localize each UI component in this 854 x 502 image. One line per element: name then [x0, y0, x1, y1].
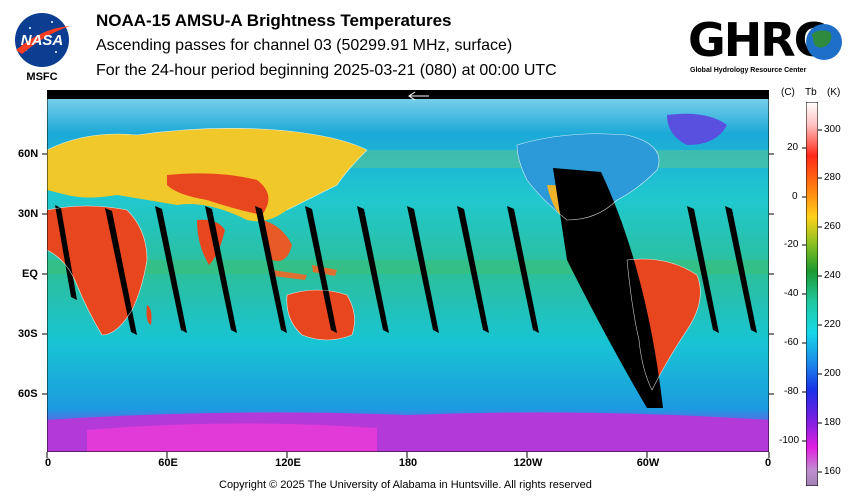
map-period: For the 24-hour period beginning 2025-03…	[96, 62, 557, 79]
svg-text:NASA: NASA	[21, 32, 64, 49]
brightness-temperature-map	[46, 89, 770, 457]
lat-ticks	[42, 90, 776, 465]
lon-label-0: 0	[44, 457, 52, 469]
map-title: NOAA-15 AMSU-A Brightness Temperatures	[96, 11, 452, 30]
colorbar-k-200: 200	[824, 368, 841, 379]
map-subtitle: Ascending passes for channel 03 (50299.9…	[96, 37, 513, 54]
lon-label-120e: 120E	[275, 457, 301, 469]
polar-gap	[47, 90, 769, 99]
colorbar-k-280: 280	[824, 172, 841, 183]
lon-label-0-east: 0	[764, 457, 772, 469]
lon-label-120w: 120W	[513, 457, 543, 469]
lon-label-180: 180	[398, 457, 418, 469]
colorbar-k-300: 300	[824, 124, 841, 135]
colorbar-k-160: 160	[824, 466, 841, 477]
colorbar-k-180: 180	[824, 417, 841, 428]
svg-text:Global Hydrology Resource Cent: Global Hydrology Resource Center	[690, 67, 807, 74]
colorbar-label-tb: Tb	[805, 87, 817, 98]
copyright-notice: Copyright © 2025 The University of Alaba…	[219, 479, 592, 491]
colorbar-c-0: 0	[792, 191, 798, 202]
colorbar-k-260: 260	[824, 221, 841, 232]
nasa-logo: NASA MSFC	[12, 10, 74, 83]
lon-label-60w: 60W	[636, 457, 660, 469]
lat-label-30n: 30N	[18, 208, 39, 220]
lat-label-30s: 30S	[18, 328, 38, 340]
colorbar-unit-k: (K)	[827, 87, 841, 98]
colorbar-c-minus60: -60	[784, 337, 799, 348]
large-data-gap	[553, 168, 663, 408]
ghrc-logo: GHRC Global Hydrology Resource Center	[684, 10, 850, 78]
colorbar-unit-c: (C)	[781, 87, 795, 98]
colorbar-k-240: 240	[824, 270, 841, 281]
swath-gaps	[55, 168, 757, 408]
colorbar-c-minus20: -20	[784, 239, 799, 250]
svg-text:GHRC: GHRC	[688, 13, 825, 67]
colorbar-ticks	[800, 102, 826, 491]
lat-label-60n: 60N	[18, 148, 39, 160]
lon-label-60e: 60E	[158, 457, 178, 469]
lat-label-eq: EQ	[22, 268, 38, 280]
colorbar-k-220: 220	[824, 319, 841, 330]
svg-text:MSFC: MSFC	[26, 71, 57, 82]
colorbar-c-minus100: -100	[779, 435, 800, 446]
colorbar-c-minus40: -40	[784, 288, 799, 299]
continents	[47, 113, 769, 452]
colorbar-c-20: 20	[787, 142, 799, 153]
orbit-direction-arrow	[408, 91, 429, 101]
colorbar-c-minus80: -80	[784, 386, 799, 397]
lat-label-60s: 60S	[18, 388, 38, 400]
